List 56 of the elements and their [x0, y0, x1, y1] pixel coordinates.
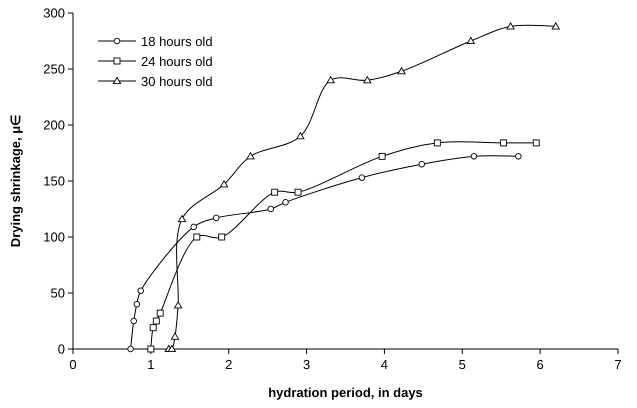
point	[168, 344, 176, 352]
point	[434, 139, 441, 146]
point	[268, 206, 274, 212]
x-tick-label: 5	[458, 357, 466, 372]
x-axis-title: hydration period, in days	[268, 385, 423, 400]
point	[127, 346, 134, 352]
point	[282, 199, 289, 206]
point	[363, 76, 372, 84]
point	[170, 332, 180, 340]
point	[552, 22, 560, 30]
point	[398, 67, 406, 74]
y-tick-label: 300	[43, 6, 65, 20]
point	[326, 76, 335, 84]
point	[418, 160, 426, 168]
y-tick-label: 250	[43, 62, 65, 76]
point	[193, 234, 200, 240]
legend-label: 24 hours old	[141, 54, 213, 69]
point	[130, 318, 137, 324]
point	[213, 214, 220, 222]
point	[150, 324, 157, 332]
point	[466, 36, 475, 44]
legend-label: 30 hours old	[141, 74, 213, 89]
point	[178, 215, 186, 222]
y-tick-label: 50	[50, 286, 65, 300]
point	[246, 152, 255, 160]
y-tick-label: 200	[43, 118, 65, 132]
point	[190, 224, 197, 230]
x-tick-label: 3	[302, 357, 310, 372]
legend-label: 18 hours old	[141, 34, 213, 49]
point	[515, 153, 522, 160]
point	[134, 300, 140, 308]
x-tick-label: 7	[614, 357, 622, 372]
y-axis-title: Drying shrinkage, μ∈	[8, 114, 23, 248]
point	[220, 180, 228, 188]
point	[378, 152, 386, 160]
point	[296, 132, 304, 140]
point	[294, 188, 302, 196]
x-tick-label: 2	[225, 357, 232, 372]
point	[500, 139, 507, 146]
point	[137, 288, 144, 294]
point	[271, 188, 278, 196]
x-tick-label: 1	[147, 357, 154, 372]
point	[174, 301, 182, 308]
x-tick-label: 4	[380, 357, 388, 372]
x-tick-label: 0	[69, 357, 77, 372]
y-tick-label: 100	[43, 230, 65, 244]
point	[218, 234, 226, 240]
point	[358, 174, 366, 181]
point	[506, 22, 515, 30]
point	[152, 318, 160, 324]
point	[156, 310, 164, 317]
y-tick-label: 150	[43, 174, 65, 188]
point	[470, 153, 478, 160]
x-tick-label: 6	[536, 357, 544, 372]
y-tick-label: 0	[58, 342, 65, 356]
point	[532, 139, 540, 146]
